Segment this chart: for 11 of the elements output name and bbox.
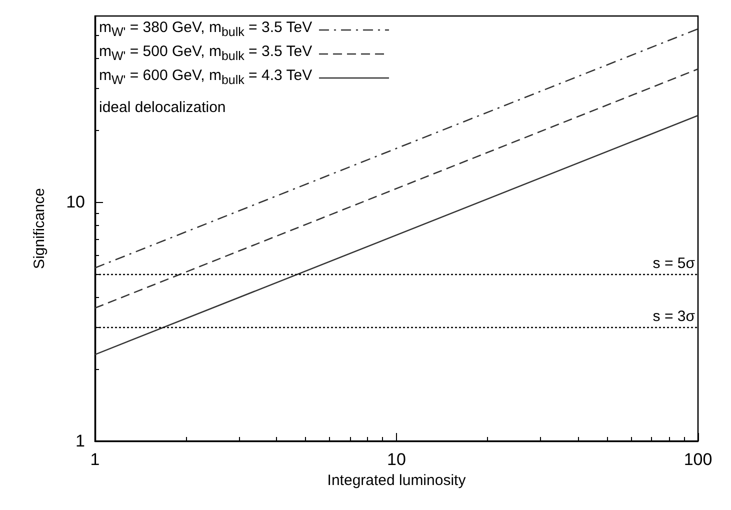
- x-tick-label: 1: [90, 450, 100, 469]
- y-axis-title: Significance: [31, 188, 48, 269]
- legend-label: m$_{W'}$ = 600 GeV, m$_{bulk}$ = 4.3 TeV: [99, 66, 312, 89]
- ref-line-label: s = 5σ: [652, 254, 696, 272]
- x-tick-label: 100: [684, 450, 712, 469]
- ref-line-label: s = 3σ: [652, 308, 696, 325]
- annotation: ideal delocalization: [99, 99, 226, 116]
- x-axis-title: Integrated luminosity: [327, 472, 466, 489]
- x-tick-label: 10: [387, 450, 406, 469]
- legend-label: m$_{W'}$ = 500 GeV, m$_{bulk}$ = 3.5 TeV: [99, 42, 312, 65]
- legend-label: m$_{W'}$ = 380 GeV, m$_{bulk}$ = 3.5 TeV: [99, 18, 312, 41]
